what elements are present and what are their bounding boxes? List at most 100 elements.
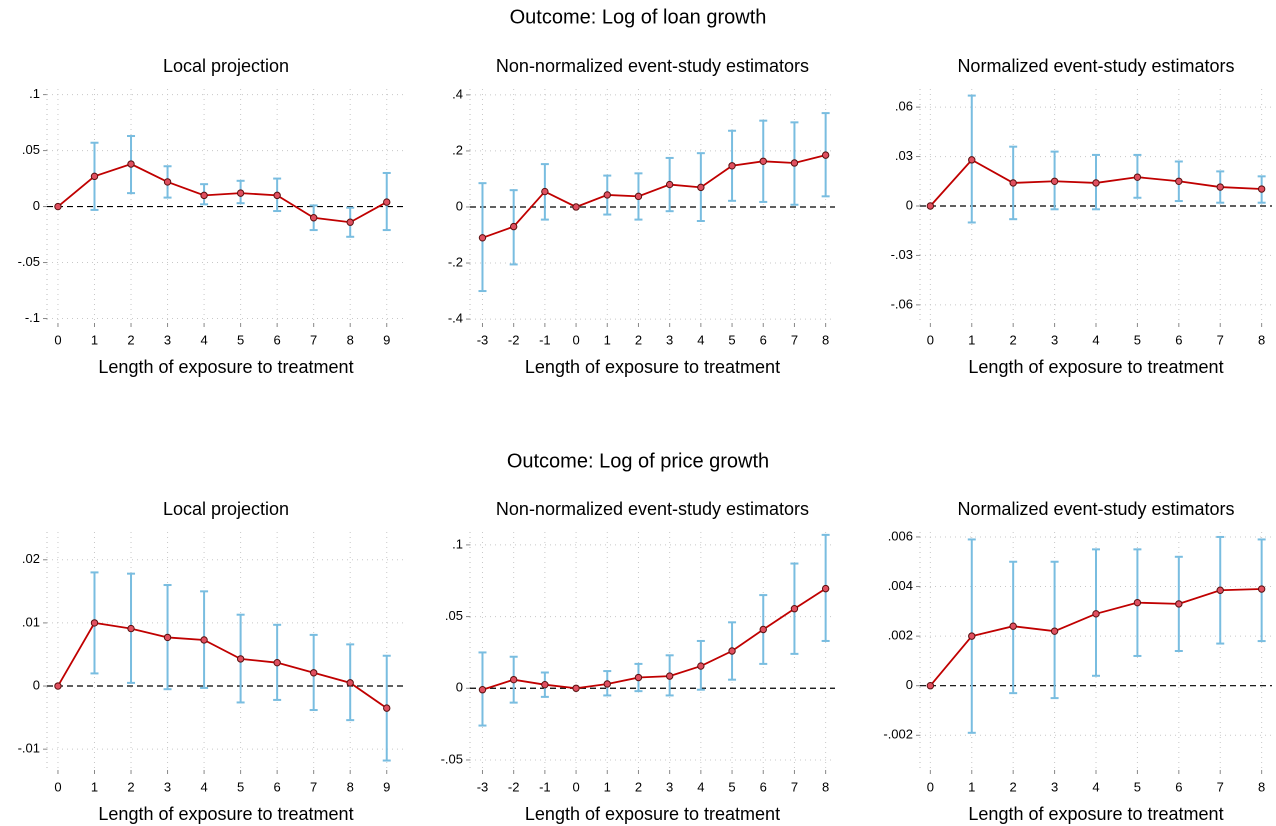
point <box>759 157 767 166</box>
y-tick-label: 0 <box>906 197 913 212</box>
y-tick-label: 0 <box>33 677 40 692</box>
x-tick-label: 0 <box>572 332 579 347</box>
y-tick-label: 0 <box>33 198 40 213</box>
point <box>1257 185 1266 193</box>
point <box>1257 585 1266 593</box>
y-tick-label: .1 <box>29 86 40 101</box>
point <box>383 704 391 712</box>
panel-title: Normalized event-study estimators <box>957 56 1234 76</box>
x-tick-label: 2 <box>1010 779 1017 794</box>
point <box>1092 179 1100 187</box>
point <box>127 160 135 168</box>
x-tick-label: 3 <box>164 332 171 347</box>
x-tick-label: 5 <box>237 779 244 794</box>
x-tick-label: 6 <box>760 332 767 347</box>
y-tick-label: .05 <box>445 608 463 623</box>
point <box>236 189 245 197</box>
y-tick-label: 0 <box>906 677 913 692</box>
x-tick-label: 7 <box>791 332 798 347</box>
x-tick-label: 3 <box>1051 332 1058 347</box>
x-tick-label: 9 <box>383 779 390 794</box>
point <box>346 679 354 687</box>
x-tick-label: 6 <box>1175 779 1182 794</box>
point <box>572 203 580 211</box>
x-tick-label: 0 <box>927 779 934 794</box>
point <box>309 669 318 677</box>
y-tick-label: .1 <box>452 536 463 551</box>
point <box>1050 627 1059 635</box>
x-tick-label: -1 <box>539 332 551 347</box>
series-line <box>482 587 827 691</box>
point <box>127 624 135 633</box>
x-tick-label: 1 <box>91 779 98 794</box>
x-axis-title: Length of exposure to treatment <box>968 357 1223 377</box>
y-tick-label: 0 <box>456 198 463 213</box>
x-tick-label: 5 <box>1134 332 1141 347</box>
point <box>1009 622 1017 630</box>
point <box>346 218 354 226</box>
x-tick-label: 7 <box>310 332 317 347</box>
panel-title: Non-normalized event-study estimators <box>496 499 809 519</box>
y-tick-label: -.05 <box>18 254 40 269</box>
x-tick-label: 8 <box>347 779 354 794</box>
x-tick-label: 4 <box>200 332 207 347</box>
point <box>968 632 976 640</box>
x-tick-label: 8 <box>822 332 829 347</box>
x-tick-label: 4 <box>697 332 704 347</box>
x-tick-label: 5 <box>1134 779 1141 794</box>
y-tick-label: 0 <box>456 680 463 695</box>
x-tick-label: 5 <box>237 332 244 347</box>
x-tick-label: 7 <box>310 779 317 794</box>
x-tick-label: 4 <box>1092 332 1099 347</box>
point <box>603 191 611 199</box>
x-tick-label: 1 <box>604 779 611 794</box>
point <box>200 191 208 200</box>
point <box>509 222 518 231</box>
x-tick-label: 8 <box>347 332 354 347</box>
x-tick-label: 7 <box>1217 779 1224 794</box>
x-tick-label: 1 <box>91 332 98 347</box>
point <box>90 619 99 627</box>
y-tick-label: .004 <box>888 578 913 593</box>
x-tick-label: 3 <box>666 332 673 347</box>
row-title: Outcome: Log of price growth <box>507 450 769 472</box>
y-tick-label: .02 <box>22 551 40 566</box>
y-tick-label: -.06 <box>891 296 913 311</box>
x-tick-label: 5 <box>728 779 735 794</box>
point <box>665 180 674 189</box>
point <box>790 605 799 613</box>
panel-title: Local projection <box>163 499 289 519</box>
point <box>821 584 830 593</box>
y-tick-label: .4 <box>452 86 463 101</box>
point <box>541 187 549 196</box>
x-tick-label: 6 <box>274 332 281 347</box>
x-tick-label: 6 <box>1175 332 1182 347</box>
point <box>728 162 736 170</box>
x-tick-label: 3 <box>666 779 673 794</box>
x-tick-label: 0 <box>54 332 61 347</box>
y-tick-label: -.03 <box>891 247 913 262</box>
point <box>54 202 62 211</box>
x-tick-label: -1 <box>539 779 551 794</box>
x-axis-title: Length of exposure to treatment <box>98 357 353 377</box>
point <box>1133 173 1142 181</box>
y-tick-label: -.2 <box>448 254 463 269</box>
point <box>541 680 549 689</box>
x-tick-label: 0 <box>572 779 579 794</box>
series-line <box>482 154 826 239</box>
point <box>603 680 611 688</box>
x-axis-title: Length of exposure to treatment <box>98 804 353 824</box>
point <box>759 625 767 634</box>
x-tick-label: 6 <box>274 779 281 794</box>
x-tick-label: -3 <box>477 779 489 794</box>
x-tick-label: 4 <box>697 779 704 794</box>
x-tick-label: 0 <box>927 332 934 347</box>
point <box>309 214 318 222</box>
point <box>1175 177 1183 185</box>
x-tick-label: 8 <box>1258 779 1265 794</box>
point <box>697 662 705 670</box>
x-tick-label: -3 <box>477 332 489 347</box>
point <box>728 647 736 655</box>
x-tick-label: 6 <box>760 779 767 794</box>
